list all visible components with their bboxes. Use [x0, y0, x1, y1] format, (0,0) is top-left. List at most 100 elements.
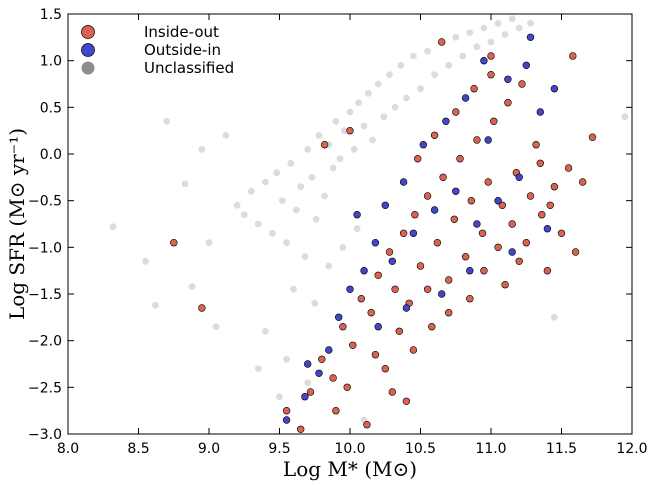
point-inside-out — [395, 327, 403, 335]
x-tick-label: 10.0 — [334, 441, 365, 457]
point-unclassified — [283, 355, 290, 363]
point-unclassified — [247, 187, 255, 195]
point-outside-in — [374, 323, 382, 331]
point-inside-out — [538, 211, 546, 219]
point-unclassified — [410, 52, 417, 60]
point-inside-out — [557, 229, 566, 238]
point-unclassified — [163, 117, 171, 125]
point-unclassified — [508, 15, 516, 23]
y-tick-label: 1.5 — [40, 7, 62, 23]
point-outside-in — [346, 285, 354, 293]
point-outside-in — [522, 61, 530, 70]
point-inside-out — [526, 192, 535, 200]
legend-label-inside-out: Inside-out — [144, 23, 219, 41]
point-inside-out — [484, 178, 492, 186]
point-inside-out — [452, 108, 460, 116]
legend-marker-inside-out — [81, 25, 95, 39]
point-unclassified — [329, 164, 337, 172]
point-inside-out — [498, 201, 506, 210]
point-unclassified — [188, 283, 196, 290]
point-inside-out — [473, 136, 481, 144]
point-outside-in — [536, 108, 544, 116]
point-inside-out — [329, 374, 337, 382]
point-inside-out — [318, 355, 326, 363]
point-unclassified — [152, 301, 159, 309]
point-inside-out — [409, 346, 418, 354]
legend-label-unclassified: Unclassified — [144, 59, 234, 77]
point-inside-out — [532, 141, 540, 149]
point-inside-out — [320, 141, 329, 149]
point-unclassified — [336, 155, 344, 163]
point-unclassified — [222, 131, 230, 139]
point-unclassified — [341, 127, 348, 135]
point-unclassified — [304, 145, 312, 153]
point-inside-out — [346, 126, 354, 135]
point-outside-in — [494, 197, 502, 205]
point-outside-in — [388, 257, 396, 265]
point-unclassified — [480, 24, 488, 32]
point-unclassified — [262, 327, 269, 335]
y-axis-label: Log SFR (M⊙ yr⁻¹) — [5, 128, 29, 320]
point-unclassified — [269, 229, 276, 237]
point-unclassified — [181, 180, 189, 188]
point-inside-out — [470, 84, 478, 93]
point-unclassified — [240, 211, 248, 219]
point-outside-in — [508, 248, 516, 256]
point-inside-out — [198, 304, 206, 312]
point-unclassified — [142, 257, 150, 265]
point-unclassified — [287, 159, 295, 167]
point-inside-out — [578, 178, 587, 186]
point-outside-in — [282, 416, 291, 424]
point-inside-out — [367, 309, 375, 317]
ticks-layer: 8.0 8.5 9.0 9.5 10.0 10.5 11.0 11.5 12.0 −3.0 −2.5… — [28, 7, 648, 457]
point-unclassified — [321, 192, 328, 200]
point-inside-out — [501, 281, 509, 289]
point-inside-out — [438, 38, 446, 46]
point-unclassified — [353, 225, 361, 233]
point-inside-out — [487, 70, 495, 79]
x-tick-label: 11.5 — [546, 441, 577, 457]
point-inside-out — [170, 239, 178, 247]
point-outside-in — [473, 220, 481, 228]
point-inside-out — [332, 407, 340, 415]
point-unclassified — [297, 183, 305, 191]
point-inside-out — [543, 267, 552, 275]
point-outside-in — [371, 239, 380, 247]
point-outside-in — [335, 313, 343, 321]
point-outside-in — [438, 290, 446, 298]
point-inside-out — [564, 164, 573, 172]
y-tick-label: 0.5 — [40, 100, 62, 116]
point-unclassified — [325, 262, 333, 270]
point-inside-out — [461, 253, 470, 261]
point-outside-in — [301, 393, 309, 401]
point-unclassified — [254, 365, 262, 373]
point-inside-out — [414, 155, 422, 163]
point-inside-out — [430, 131, 439, 140]
point-unclassified — [452, 33, 460, 41]
point-inside-out — [450, 215, 458, 224]
point-inside-out — [588, 133, 597, 141]
y-tick-label: −1.0 — [28, 240, 62, 256]
point-inside-out — [487, 52, 495, 60]
point-outside-in — [353, 211, 361, 219]
point-unclassified — [473, 43, 481, 51]
point-unclassified — [311, 299, 319, 307]
point-inside-out — [494, 243, 502, 252]
x-tick-label: 8.5 — [127, 441, 149, 457]
point-unclassified — [233, 201, 241, 209]
point-inside-out — [490, 117, 498, 126]
point-inside-out — [363, 421, 371, 429]
point-inside-out — [374, 271, 382, 279]
point-outside-in — [360, 267, 368, 275]
point-unclassified — [293, 206, 300, 214]
point-unclassified — [290, 285, 297, 293]
x-tick-label: 9.0 — [198, 441, 220, 457]
point-outside-in — [550, 84, 559, 93]
point-unclassified — [527, 19, 534, 27]
point-inside-out — [467, 197, 475, 205]
point-inside-out — [433, 239, 442, 247]
legend-label-outside-in: Outside-in — [144, 41, 221, 59]
point-unclassified — [386, 71, 393, 79]
point-unclassified — [397, 61, 405, 69]
